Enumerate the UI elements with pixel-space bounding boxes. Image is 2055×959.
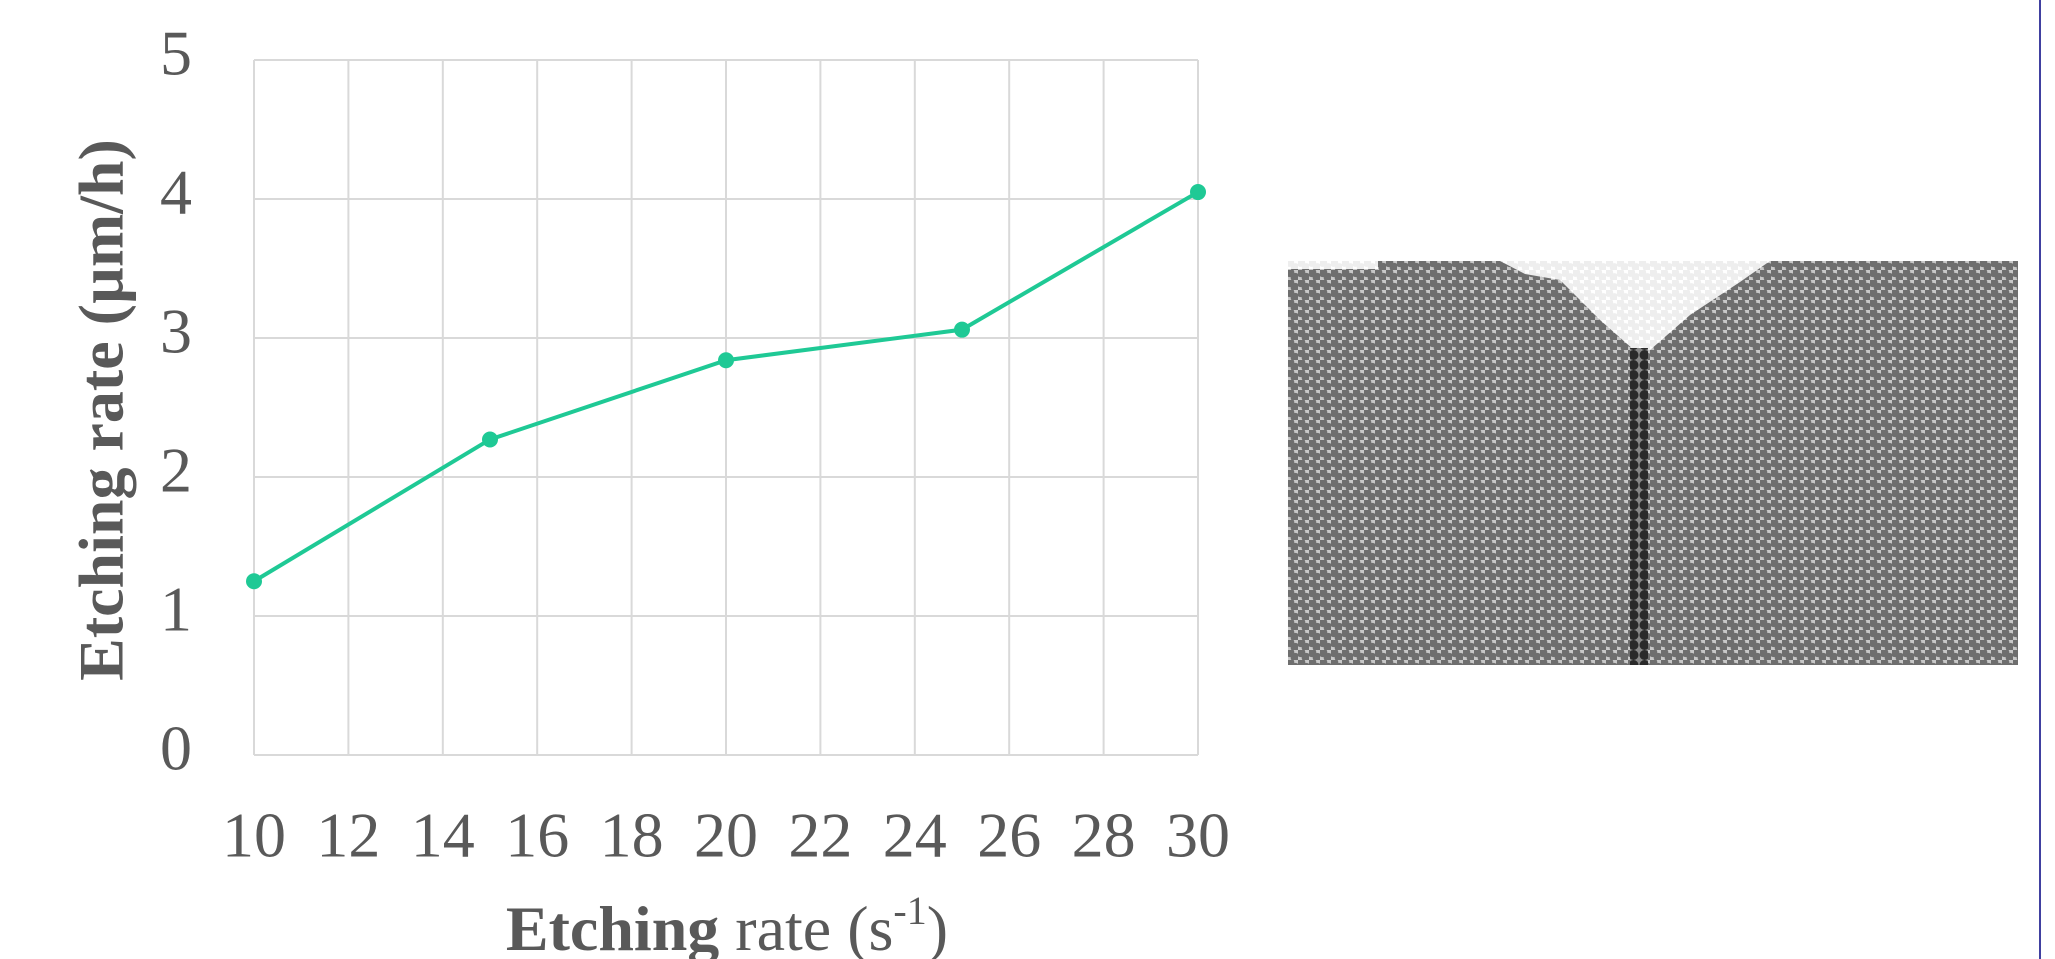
x-tick-label: 30 [1166, 800, 1230, 871]
y-axis-title: Etching rate (µm/h) [66, 139, 137, 681]
x-tick-label: 10 [222, 800, 286, 871]
etched-groove [1500, 261, 1770, 350]
x-tick-label: 22 [788, 800, 852, 871]
x-title-text: rate (s [719, 893, 893, 959]
y-tick-label: 0 [160, 713, 192, 784]
surface [1288, 261, 1378, 269]
x-tick-label: 20 [694, 800, 758, 871]
x-tick-label: 16 [505, 800, 569, 871]
dark-column [1630, 348, 1648, 665]
x-tick-label: 12 [316, 800, 380, 871]
x-title-end: ) [927, 893, 948, 959]
marker [246, 573, 262, 590]
y-tick-label: 1 [160, 574, 192, 645]
x-axis-title: Etching rate (s-1) [506, 888, 948, 959]
x-tick-label: 26 [977, 800, 1041, 871]
x-title-bold: Etching [506, 893, 719, 959]
y-tick-label: 3 [160, 296, 192, 367]
marker [482, 431, 498, 448]
x-tick-label: 18 [600, 800, 664, 871]
marker [954, 321, 970, 338]
x-tick-label: 14 [411, 800, 475, 871]
y-tick-label: 4 [160, 157, 192, 228]
x-tick-label: 28 [1072, 800, 1136, 871]
y-tick-label: 2 [160, 435, 192, 506]
x-title-sup: -1 [893, 888, 926, 933]
atom-image [1288, 261, 2018, 665]
y-tick-label: 5 [160, 18, 192, 89]
marker [718, 352, 734, 369]
x-tick-label: 24 [883, 800, 947, 871]
marker [1190, 184, 1206, 201]
